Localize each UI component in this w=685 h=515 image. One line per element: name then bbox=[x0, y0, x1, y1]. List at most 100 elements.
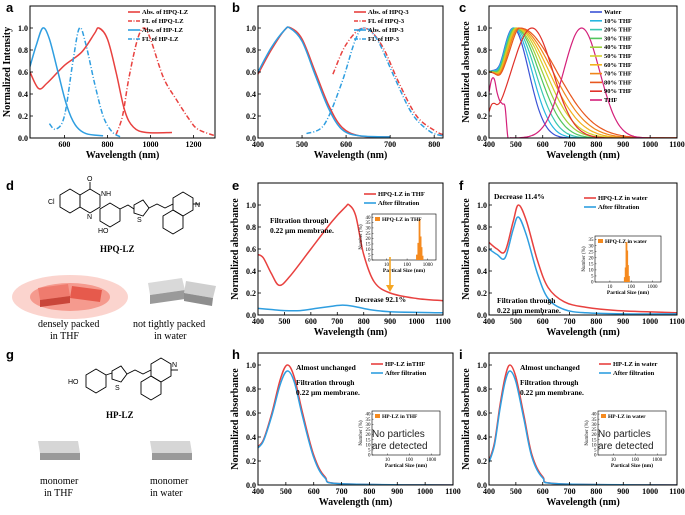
atom-s: S bbox=[137, 217, 142, 224]
inset-xtick-label-i: 1000 bbox=[652, 458, 663, 463]
x-axis-label-a: Wavelength (nm) bbox=[86, 150, 160, 161]
inset-legend-swatch-i bbox=[601, 414, 606, 418]
caption-densely-2: in THF bbox=[50, 331, 79, 342]
inset-ytick-label-f: 0 bbox=[591, 281, 594, 286]
filtration-note-f: Filtration through bbox=[497, 296, 556, 305]
series-group-b bbox=[258, 26, 443, 138]
legend-label-h: After filtration bbox=[385, 370, 427, 377]
x-tick-label-f: 500 bbox=[510, 317, 522, 326]
plot-frame-h bbox=[257, 352, 454, 486]
y-tick-label-f: 0.2 bbox=[477, 289, 487, 298]
filtration-note-i: Filtration through bbox=[520, 378, 579, 387]
y-axis-label-a: Normalized Intensity bbox=[2, 27, 13, 117]
inset-legend-label-i: HP-LZ in water bbox=[608, 414, 646, 420]
ring-2 bbox=[79, 188, 101, 214]
ring-g3 bbox=[140, 375, 162, 401]
atom-n-g: N bbox=[172, 362, 177, 369]
x-tick-label-h: 400 bbox=[252, 487, 264, 496]
inset-ytick-label-e: 15 bbox=[366, 243, 372, 248]
monomer-block-thf bbox=[38, 441, 80, 453]
series-line-a-abs-of-hp-lz bbox=[30, 27, 104, 137]
x-tick-label-e: 700 bbox=[331, 317, 343, 326]
inset-frame-h bbox=[371, 410, 441, 456]
x-tick-label-c: 900 bbox=[617, 140, 629, 149]
ring-3 bbox=[99, 202, 121, 228]
linker-g1 bbox=[105, 372, 113, 376]
x-tick-label-e: 500 bbox=[278, 317, 290, 326]
inset-ytick-label-e: 10 bbox=[366, 248, 372, 253]
legend-label-c: 10% THF bbox=[604, 18, 632, 25]
annotations-f: Decrease 11.4% Filtration through 0.22 μ… bbox=[494, 192, 561, 315]
inset-legend-label-e: HPQ-LZ in THF bbox=[382, 217, 422, 223]
inset-xlabel-h: Partical Size (nm) bbox=[385, 462, 427, 469]
inset-ytick-label-f: 25 bbox=[589, 250, 595, 255]
x-tick-label-c: 1000 bbox=[642, 140, 658, 149]
panel-letter-f: f bbox=[459, 178, 464, 193]
inset-xtick-label-f: 100 bbox=[627, 285, 635, 290]
x-tick-label-b: 400 bbox=[252, 140, 264, 149]
panel-letter-h: h bbox=[232, 347, 240, 362]
series-line-c-30-thf bbox=[489, 27, 677, 138]
inset-ytick-label-i: 25 bbox=[592, 428, 598, 433]
inset-legend-label-h: HP-LZ in THF bbox=[382, 414, 418, 420]
x-tick-label-a: 1200 bbox=[185, 140, 201, 149]
x-tick-label-h: 700 bbox=[336, 487, 348, 496]
y-tick-label-i: 0.4 bbox=[477, 433, 487, 442]
inset-ytick-label-f: 10 bbox=[589, 268, 595, 273]
legend-label-c: 40% THF bbox=[604, 44, 632, 51]
series-group-h bbox=[258, 364, 453, 485]
caption-monomer-water-1: monomer bbox=[150, 476, 189, 487]
caption-monomer-thf-1: monomer bbox=[40, 476, 79, 487]
ring-1 bbox=[59, 188, 81, 214]
legend-label-f: After filtration bbox=[598, 204, 640, 211]
inset-ylabel-h: Number (%) bbox=[359, 420, 364, 445]
x-tick-label-i: 700 bbox=[564, 487, 576, 496]
x-tick-label-b: 800 bbox=[428, 140, 440, 149]
inset-ytick-label-f: 15 bbox=[589, 262, 595, 267]
x-tick-label-i: 800 bbox=[590, 487, 602, 496]
decrease-arrowhead-e bbox=[386, 285, 394, 292]
thiophene-ring-g bbox=[111, 365, 128, 383]
x-tick-label-h: 900 bbox=[391, 487, 403, 496]
inset-ytick-label-e: 30 bbox=[366, 227, 372, 232]
no-particles-i-2: are detected bbox=[598, 441, 654, 452]
molecule-hp-lz bbox=[85, 357, 178, 401]
inset-xtick-label-h: 1000 bbox=[426, 458, 437, 463]
molecule-hpq-lz-atoms: Cl O NH N S N HO bbox=[48, 176, 200, 235]
y-axis-label-f: Normalized absorbance bbox=[461, 198, 472, 300]
inset-ytick-label-i: 40 bbox=[592, 413, 598, 418]
inset-ytick-label-e: 0 bbox=[368, 259, 371, 264]
caption-monomer-thf-2: in THF bbox=[44, 488, 73, 499]
inset-xlabel-e: Partical Size (nm) bbox=[383, 267, 425, 274]
inset-xtick-label-h: 10 bbox=[385, 458, 391, 463]
inset-ytick-label-e: 20 bbox=[366, 237, 372, 242]
y-tick-label-f: 0.4 bbox=[477, 267, 487, 276]
y-tick-label-e: 0.0 bbox=[246, 311, 256, 320]
x-axis-label-b: Wavelength (nm) bbox=[314, 150, 388, 161]
caption-loose-1: not tightly packed bbox=[133, 319, 205, 330]
series-group-c bbox=[489, 27, 677, 138]
legend-label-c: 70% THF bbox=[604, 71, 632, 78]
legend-label-b: Abs. of HP-3 bbox=[368, 27, 404, 34]
inset-frame-e bbox=[371, 213, 437, 261]
membrane-note-i: 0.22 μm membrane. bbox=[520, 388, 584, 397]
inset-xtick-label-i: 100 bbox=[632, 458, 640, 463]
chart-a: 600 800 1000 1200 0.0 0.2 0.4 0.6 0.8 1.0 Waveleng… bbox=[2, 5, 216, 161]
series-line-c-50-thf bbox=[489, 27, 677, 138]
y-tick-label-a: 1.0 bbox=[18, 24, 28, 33]
y-tick-label-f: 1.0 bbox=[477, 201, 487, 210]
linker-1 bbox=[119, 204, 135, 210]
x-tick-label-e: 1000 bbox=[409, 317, 425, 326]
x-tick-label-i: 600 bbox=[537, 487, 549, 496]
inset-ytick-label-e: 40 bbox=[366, 216, 372, 221]
inset-ytick-label-i: 35 bbox=[592, 418, 598, 423]
atom-ho-g: HO bbox=[68, 379, 79, 386]
inset-bar-f bbox=[626, 265, 629, 282]
legend-label-b: Abs. of HPQ-3 bbox=[368, 9, 409, 16]
inset-xtick-label-e: 1000 bbox=[423, 263, 434, 268]
y-axis-label-h: Normalized absorbance bbox=[230, 368, 241, 470]
series-line-c-60-thf bbox=[489, 27, 677, 138]
inset-ytick-label-h: 10 bbox=[366, 443, 372, 448]
filtration-note-e: Filtration through bbox=[270, 216, 329, 225]
